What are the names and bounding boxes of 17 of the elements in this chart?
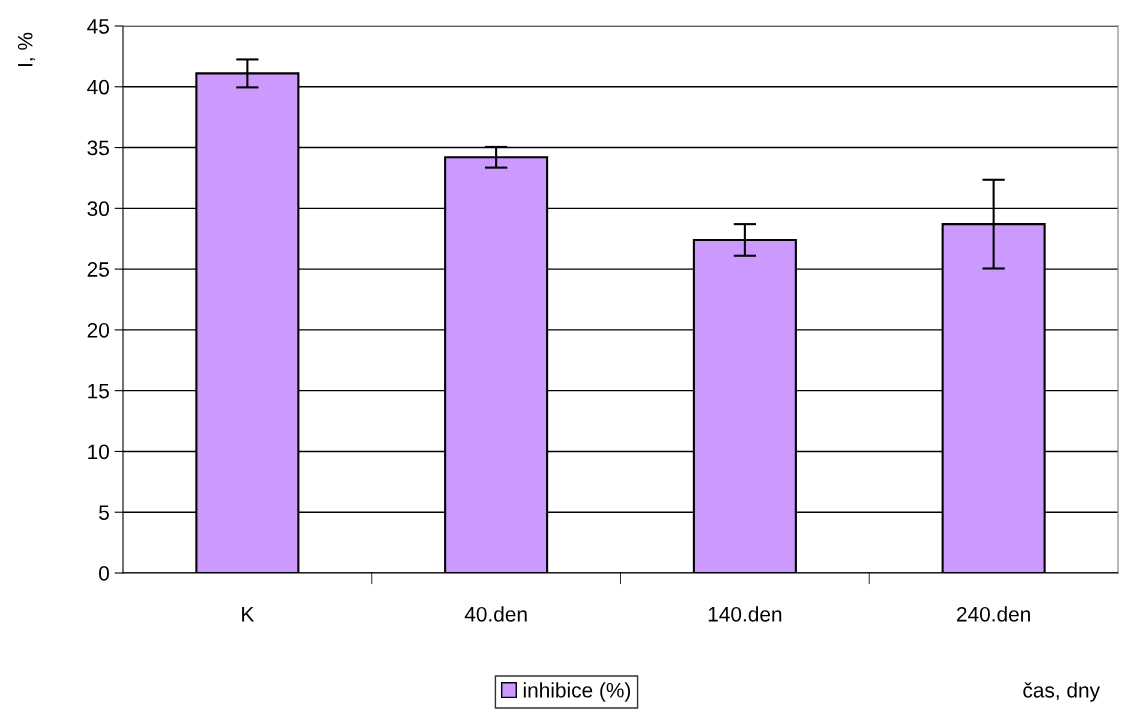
y-tick-label: 15 [88, 383, 109, 399]
legend-label: inhibice (%) [523, 682, 631, 702]
y-tick-label: 30 [87, 201, 109, 217]
y-tick-label: 45 [87, 19, 109, 34]
y-axis-title: I, % [17, 32, 36, 67]
x-tick-label: K [242, 607, 255, 622]
y-tick-label: 20 [87, 322, 109, 338]
y-tick-label: 5 [99, 505, 109, 520]
y-tick-label: 35 [87, 140, 109, 156]
y-tick-label: 40 [87, 79, 109, 95]
x-axis-title: čas, dny [1023, 682, 1100, 702]
x-tick-label: 140.den [708, 606, 782, 622]
x-tick-label: 40.den [464, 606, 527, 622]
y-tick-label: 25 [87, 262, 109, 277]
y-tick-label: 10 [88, 444, 109, 460]
x-tick-label: 240.den [957, 606, 1030, 622]
y-tick-label: 0 [99, 566, 109, 581]
